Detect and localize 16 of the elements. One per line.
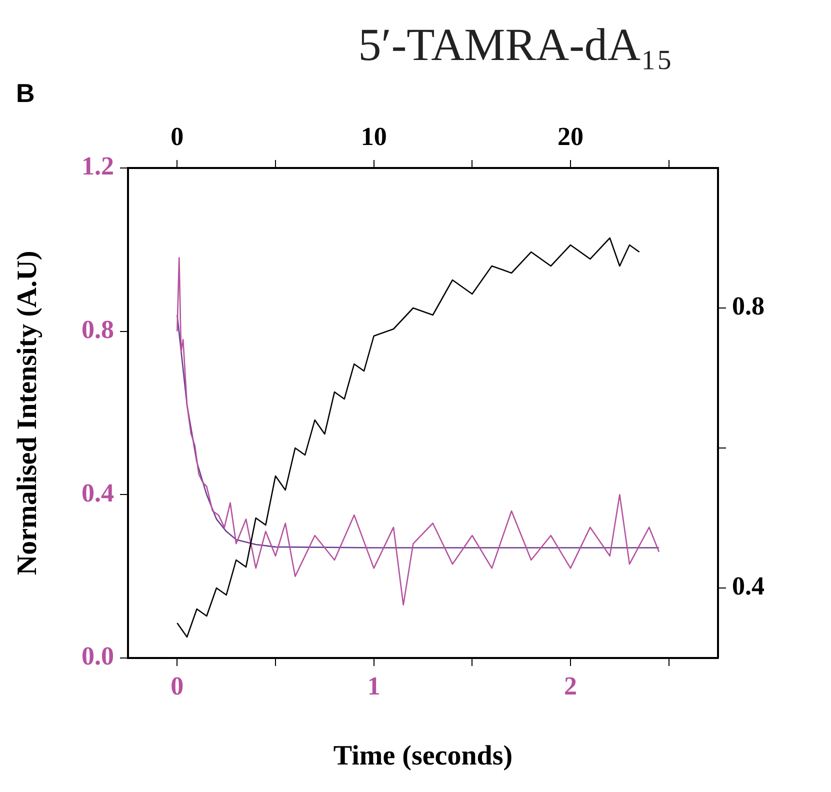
y-tick-label: 0.4 xyxy=(732,572,764,601)
x-tick-label: 0 xyxy=(170,122,184,152)
y-axis-title: Normalised Intensity (A.U) xyxy=(12,250,44,576)
x-tick-label: 1 xyxy=(367,671,380,700)
y-tick-label: 0.8 xyxy=(82,315,114,344)
x-axis-title: Time (seconds) xyxy=(333,740,513,772)
chart-title: 5′-TAMRA-dA₁₅ xyxy=(357,18,674,71)
x-tick-label: 10 xyxy=(360,122,387,152)
y-tick-label: 0.4 xyxy=(82,478,114,508)
x-tick-label: 0 xyxy=(170,671,184,700)
y-tick-label: 0.0 xyxy=(82,642,114,671)
x-tick-label: 20 xyxy=(558,122,584,152)
y-tick-label: 1.2 xyxy=(82,152,114,181)
y-tick-label: 0.8 xyxy=(732,292,764,321)
x-tick-label: 2 xyxy=(564,671,577,700)
text: B xyxy=(16,78,35,109)
